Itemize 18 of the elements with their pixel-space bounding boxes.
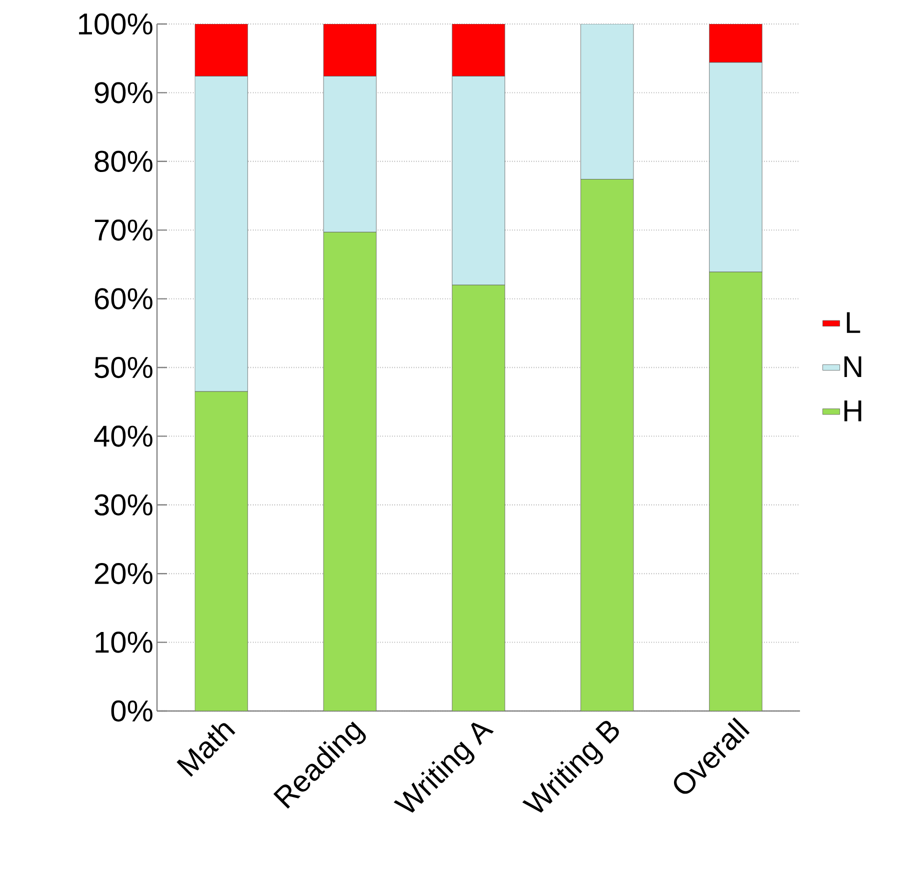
y-tick-label: 50% bbox=[94, 356, 152, 378]
y-tick-label: 80% bbox=[94, 150, 152, 172]
y-tick-label: 40% bbox=[94, 426, 152, 447]
bar bbox=[709, 24, 762, 63]
y-tick-label: 20% bbox=[94, 562, 152, 584]
bar bbox=[323, 24, 376, 76]
y-tick-label: 10% bbox=[96, 632, 152, 653]
y-tick-label: 70% bbox=[94, 219, 152, 241]
y-tick-label: 30% bbox=[94, 494, 152, 516]
y-tick-label: 100% bbox=[79, 13, 152, 35]
bar bbox=[452, 24, 506, 76]
legend-label: L bbox=[846, 312, 860, 333]
legend-label: N bbox=[844, 356, 862, 378]
bar bbox=[194, 24, 248, 76]
y-tick-label: 0% bbox=[111, 700, 152, 722]
y-tick-label: 90% bbox=[94, 82, 152, 104]
y-tick-label: 60% bbox=[94, 288, 152, 310]
legend-label: H bbox=[844, 400, 862, 422]
